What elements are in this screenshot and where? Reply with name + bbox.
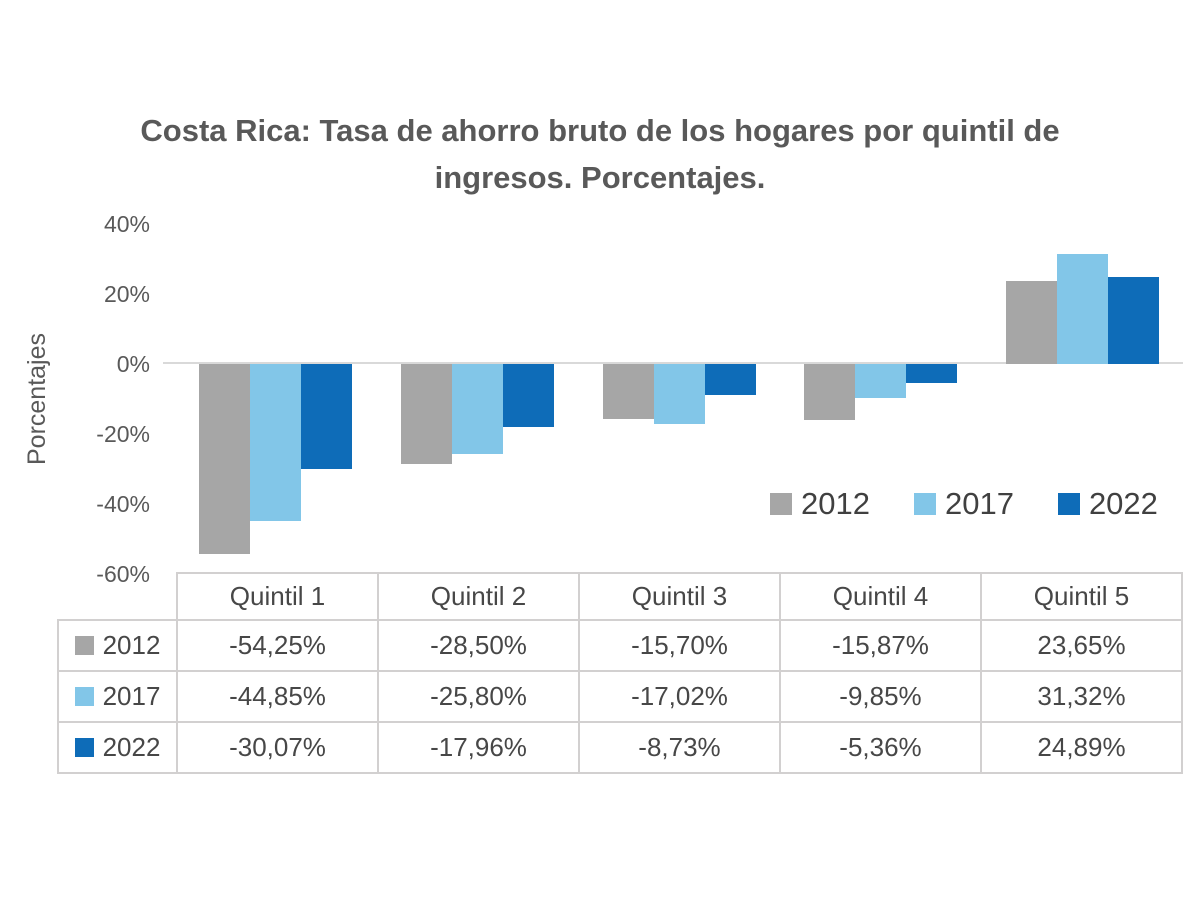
table-value-cell: -8,73%: [578, 721, 781, 774]
y-tick-label: 40%: [103, 211, 150, 237]
y-tick-label: -60%: [96, 561, 150, 587]
bar-2022-quintil-3: [704, 364, 756, 395]
table-value-cell: -28,50%: [377, 619, 580, 672]
legend-label: 2012: [801, 486, 870, 521]
table-value-cell: -54,25%: [176, 619, 379, 672]
table-value-cell: -25,80%: [377, 670, 580, 723]
table-column-header: Quintil 4: [779, 572, 982, 621]
bar-2022-quintil-2: [502, 364, 554, 427]
bar-2017-quintil-1: [250, 364, 302, 521]
bar-2017-quintil-3: [653, 364, 705, 424]
chart-title: Costa Rica: Tasa de ahorro bruto de los …: [140, 113, 1060, 195]
zero-axis-line: [163, 362, 1183, 364]
table-row-label: 2022: [57, 721, 178, 774]
bar-2012-quintil-4: [804, 364, 856, 420]
table-value-cell: -17,96%: [377, 721, 580, 774]
table-row-2012: 2012 -54,25% -28,50% -15,70% -15,87% 23,65%: [57, 619, 1183, 672]
legend-label: 2017: [944, 486, 1014, 521]
bar-2012-quintil-1: [199, 364, 251, 554]
bar-2017-quintil-4: [855, 364, 907, 399]
bar-2022-quintil-5: [1107, 276, 1159, 364]
table-value-cell: -17,02%: [578, 670, 781, 723]
legend-swatch-icon: [770, 493, 792, 515]
series-year-label: 2022: [102, 732, 161, 762]
table-header-row: Quintil 1 Quintil 2 Quintil 3 Quintil 4 Quin…: [58, 572, 1183, 621]
data-table: Quintil 1 Quintil 2 Quintil 3 Quintil 4 Quin…: [57, 572, 1183, 774]
series-year-label: 2017: [102, 681, 161, 711]
table-value-cell: 23,65%: [980, 619, 1183, 672]
table-column-header: Quintil 3: [578, 572, 781, 621]
table-row-2017: 2017 -44,85% -25,80% -17,02% -9,85% 31,32%: [57, 670, 1183, 723]
legend-item-2022: 2022: [1057, 486, 1158, 522]
table-value-cell: 31,32%: [980, 670, 1183, 723]
table-value-cell: -44,85%: [176, 670, 379, 723]
table-value-cell: -5,36%: [779, 721, 982, 774]
table-value-cell: -15,87%: [779, 619, 982, 672]
y-tick-label: -20%: [96, 421, 150, 447]
table-column-header: Quintil 2: [377, 572, 580, 621]
bar-2017-quintil-5: [1056, 254, 1108, 364]
table-corner-cell: [58, 573, 177, 620]
legend-swatch-icon: [913, 493, 936, 515]
y-tick-label: 0%: [116, 351, 150, 377]
bar-2012-quintil-3: [602, 364, 654, 419]
chart-legend: 2012 2017 2022: [770, 486, 1158, 522]
bar-2022-quintil-1: [301, 364, 353, 470]
table-row-2022: 2022 -30,07% -17,96% -8,73% -5,36% 24,89%: [57, 721, 1183, 774]
series-year-label: 2012: [102, 630, 161, 660]
y-tick-label: 20%: [103, 281, 150, 307]
table-column-header: Quintil 1: [176, 572, 379, 621]
legend-item-2017: 2017: [913, 486, 1014, 522]
series-swatch-icon: [74, 687, 94, 706]
bar-2017-quintil-2: [451, 364, 503, 455]
legend-item-2012: 2012: [770, 486, 870, 522]
table-column-header: Quintil 5: [980, 572, 1183, 621]
series-swatch-icon: [74, 738, 94, 757]
legend-swatch-icon: [1057, 493, 1080, 515]
y-axis-title: Porcentajes: [23, 332, 51, 466]
table-value-cell: -9,85%: [779, 670, 982, 723]
bar-2012-quintil-2: [400, 364, 452, 464]
bar-2012-quintil-5: [1005, 281, 1057, 364]
table-value-cell: -15,70%: [578, 619, 781, 672]
table-value-cell: -30,07%: [176, 721, 379, 774]
y-tick-label: -40%: [96, 491, 150, 517]
bar-2022-quintil-4: [906, 364, 958, 383]
table-value-cell: 24,89%: [980, 721, 1183, 774]
table-row-label: 2017: [57, 670, 178, 723]
series-swatch-icon: [74, 636, 94, 655]
legend-label: 2022: [1088, 486, 1158, 521]
table-row-label: 2012: [57, 619, 178, 672]
